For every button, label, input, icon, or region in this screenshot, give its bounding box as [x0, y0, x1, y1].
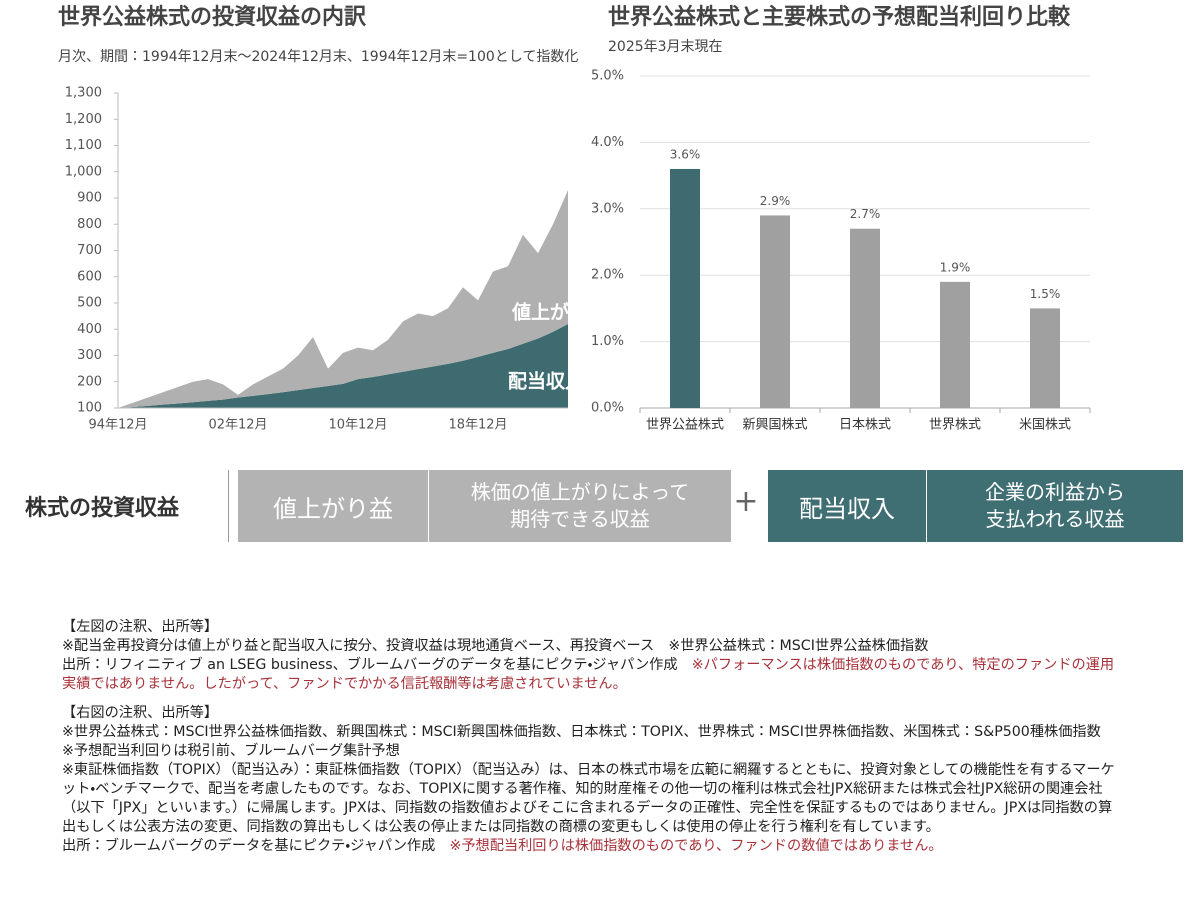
value-label: 2.7% — [850, 207, 881, 221]
x-tick-label: 米国株式 — [1019, 418, 1071, 433]
x-tick-label: 10年12月 — [328, 418, 387, 433]
description-line: 企業の利益から — [985, 480, 1125, 504]
y-tick-label: 600 — [77, 269, 102, 284]
y-tick-label: 500 — [77, 296, 102, 311]
chart-subtitle: 月次、期間：1994年12月末～2024年12月末、1994年12月末=100と… — [58, 49, 578, 65]
notes-heading: 【左図の注釈、出所等】 — [62, 619, 219, 635]
y-tick-label: 1,100 — [65, 138, 102, 153]
notes-warning: ※パフォーマンスは株価指数のものであり、特定のファンドの運用実績ではありません。… — [62, 657, 1115, 692]
summary-label: 株式の投資収益 — [25, 496, 180, 521]
plus-sign: + — [733, 484, 759, 519]
y-tick-label: 4.0% — [591, 135, 624, 150]
notes-heading: 【右図の注釈、出所等】 — [62, 705, 219, 721]
x-tick-label: 世界株式 — [929, 418, 981, 433]
summary: 株式の投資収益 値上がり益 株価の値上がりによって 期待できる収益 + 配当収入… — [0, 470, 1200, 542]
gain-name: 値上がり益 — [273, 494, 393, 523]
bar — [850, 228, 880, 408]
income-box: 配当収入 — [768, 470, 926, 542]
income-name: 配当収入 — [799, 494, 895, 523]
y-tick-label: 1.0% — [591, 334, 624, 349]
separator — [228, 470, 229, 542]
area-label: 値上がり益 — [511, 301, 608, 324]
y-tick-label: 900 — [77, 191, 102, 206]
notes-source-line: 出所：リフィニティブ an LSEG business、ブルームバーグのデータを… — [62, 656, 1122, 694]
bar — [1030, 308, 1060, 408]
x-tick-label: 94年12月 — [88, 418, 147, 433]
area — [118, 324, 568, 408]
bar — [940, 281, 970, 408]
chart-subtitle: 2025年3月末現在 — [608, 39, 723, 55]
notes-text: ※配当金再投資分は値上がり益と配当収入に按分、投資収益は現地通貨ベース、再投資ベ… — [62, 638, 929, 654]
y-tick-label: 5.0% — [591, 69, 624, 84]
y-tick-label: 1,300 — [65, 86, 102, 101]
left-notes: 【左図の注釈、出所等】 ※配当金再投資分は値上がり益と配当収入に按分、投資収益は… — [62, 618, 1122, 694]
notes-source: 出所：リフィニティブ an LSEG business、ブルームバーグのデータを… — [62, 657, 678, 673]
notes-source: 出所：ブルームバーグのデータを基にピクテ・ジャパン作成 — [62, 838, 436, 854]
bar — [760, 215, 790, 408]
chart-title: 世界公益株式と主要株式の予想配当利回り比較 — [608, 4, 1071, 30]
description-line: 期待できる収益 — [510, 507, 650, 531]
charts: 世界公益株式の投資収益の内訳月次、期間：1994年12月末～2024年12月末、… — [58, 4, 1091, 433]
notes-text: ※東証株価指数（TOPIX）（配当込み）：東証株価指数（TOPIX）（配当込み）… — [62, 762, 1115, 835]
y-tick-label: 400 — [77, 322, 102, 337]
y-tick-label: 300 — [77, 348, 102, 363]
chart-title: 世界公益株式の投資収益の内訳 — [58, 4, 366, 30]
x-tick-label: 世界公益株式 — [646, 418, 724, 433]
x-tick-label: 新興国株式 — [742, 418, 807, 433]
value-label: 1.5% — [1030, 287, 1061, 301]
notes-warning: ※予想配当利回りは株価指数のものであり、ファンドの数値ではありません。 — [449, 838, 943, 854]
income-description: 企業の利益から 支払われる収益 — [926, 470, 1183, 542]
y-tick-label: 3.0% — [591, 201, 624, 216]
description-line: 株価の値上がりによって — [470, 480, 690, 504]
gain-description: 株価の値上がりによって 期待できる収益 — [428, 470, 731, 542]
value-label: 1.9% — [940, 260, 971, 274]
gain-box: 値上がり益 — [238, 470, 428, 542]
area-label: 配当収入 — [508, 370, 584, 393]
x-tick-label: 18年12月 — [448, 418, 507, 433]
value-label: 2.9% — [760, 194, 791, 208]
y-tick-label: 2.0% — [591, 268, 624, 283]
y-tick-label: 800 — [77, 217, 102, 232]
y-tick-label: 700 — [77, 243, 102, 258]
right-notes: 【右図の注釈、出所等】 ※世界公益株式：MSCI世界公益株価指数、新興国株式：M… — [62, 704, 1122, 856]
y-tick-label: 100 — [77, 401, 102, 416]
y-tick-label: 200 — [77, 374, 102, 389]
y-tick-label: 0.0% — [591, 401, 624, 416]
description-line: 支払われる収益 — [985, 507, 1125, 531]
value-label: 3.6% — [670, 147, 701, 161]
x-tick-label: 日本株式 — [839, 418, 891, 433]
notes-source-line: 出所：ブルームバーグのデータを基にピクテ・ジャパン作成 ※予想配当利回りは株価指… — [62, 837, 1122, 856]
area — [118, 190, 568, 408]
bar — [670, 168, 700, 408]
x-tick-label: 02年12月 — [208, 418, 267, 433]
y-tick-label: 1,000 — [65, 164, 102, 179]
notes-text: ※世界公益株式：MSCI世界公益株価指数、新興国株式：MSCI新興国株価指数、日… — [62, 724, 1115, 759]
notes: 【左図の注釈、出所等】 ※配当金再投資分は値上がり益と配当収入に按分、投資収益は… — [62, 618, 1122, 856]
y-tick-label: 1,200 — [65, 112, 102, 127]
